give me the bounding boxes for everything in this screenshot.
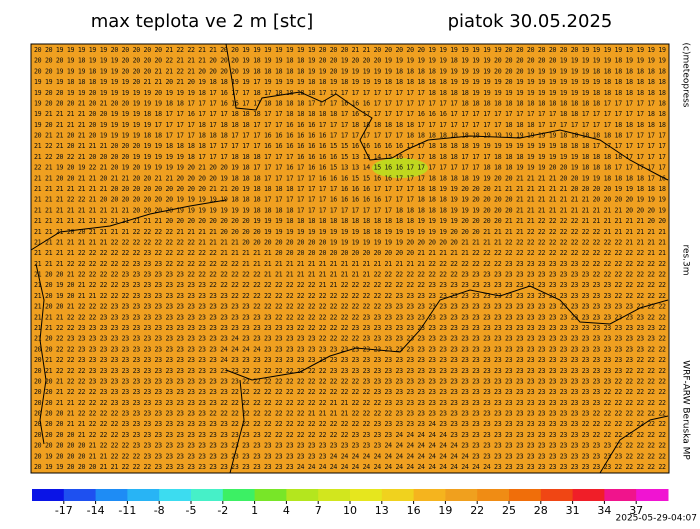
colorbar-segment: [540, 489, 574, 501]
borders: [30, 43, 669, 474]
colorbar-tick-label: -11: [118, 504, 136, 517]
value-row: 21 21 21 21 22 22 22 22 22 22 23 22 22 2…: [34, 249, 666, 257]
colorbar-tick-label: 19: [438, 504, 452, 517]
border-line: [225, 285, 669, 381]
colorbar-tick-label: 25: [502, 504, 516, 517]
value-row: 20 20 20 21 21 22 22 22 23 23 23 23 23 2…: [34, 420, 666, 428]
colorbar-segment: [350, 489, 383, 501]
value-row: 21 22 21 20 21 21 21 20 20 20 19 19 18 1…: [34, 142, 666, 150]
value-row: 20 20 19 19 19 18 19 19 20 20 20 21 21 2…: [34, 67, 666, 75]
value-row: 20 21 22 22 22 23 23 23 23 23 23 23 23 2…: [34, 367, 666, 375]
value-row: 19 19 19 18 18 18 19 19 19 20 21 21 20 2…: [34, 78, 666, 86]
colorbar-tick-label: 31: [566, 504, 580, 517]
colorbar-tick-label: 37: [629, 504, 643, 517]
value-row: 19 20 20 19 19 20 19 19 19 19 19 20 19 1…: [34, 89, 666, 97]
colorbar-segment: [254, 489, 287, 501]
colorbar-tick-label: -14: [87, 504, 105, 517]
colorbar-tick-label: 16: [407, 504, 421, 517]
value-row: 21 21 21 21 21 21 22 21 21 21 21 21 20 2…: [34, 217, 666, 225]
value-row: 21 21 21 20 20 21 21 21 21 22 22 22 22 2…: [34, 228, 666, 236]
value-row: 20 21 21 20 21 20 19 19 19 19 18 18 17 1…: [34, 132, 666, 140]
value-row: 21 21 21 21 21 21 21 22 22 22 22 22 22 2…: [34, 238, 666, 246]
value-row: 22 21 19 20 19 22 21 20 19 20 19 19 19 1…: [34, 164, 666, 172]
value-row: 21 20 19 20 21 22 22 22 23 23 23 23 23 2…: [34, 281, 666, 289]
value-row: 21 21 21 21 21 21 21 21 21 20 20 20 20 1…: [34, 206, 666, 214]
value-row: 20 20 20 19 18 19 19 19 20 20 20 20 22 2…: [34, 57, 666, 65]
value-row: 21 21 21 22 22 22 22 22 22 23 23 23 22 2…: [34, 260, 666, 268]
border-line: [35, 263, 47, 445]
value-grid: 20 20 19 19 19 19 19 20 20 20 20 20 21 2…: [34, 46, 666, 471]
colorbar-segment: [604, 489, 637, 501]
value-row: 20 19 20 20 20 21 21 22 22 22 23 23 23 2…: [34, 452, 666, 460]
value-row: 20 20 20 20 21 22 22 22 23 23 23 23 23 2…: [34, 431, 666, 439]
colorbar-tick-label: 4: [283, 504, 290, 517]
resolution: res.3m: [681, 244, 691, 275]
value-row: 19 21 21 21 21 20 20 19 19 19 18 18 17 1…: [34, 110, 666, 118]
colorbar-tick-label: 13: [375, 504, 389, 517]
colorbar-tick-label: 22: [470, 504, 484, 517]
colorbar-segment: [159, 489, 192, 501]
value-row: 20 20 21 22 22 22 23 23 23 23 23 23 23 2…: [34, 388, 666, 396]
copyright: (c)meteopress: [681, 43, 691, 108]
value-row: 20 20 21 22 22 23 23 23 23 23 23 23 23 2…: [34, 377, 666, 385]
model-label: WRF-ARW Beruska MP: [681, 360, 691, 460]
border-line: [599, 415, 669, 474]
colorbar-segment: [63, 489, 97, 501]
colorbar-tick-label: -5: [186, 504, 197, 517]
date: piatok 30.05.2025: [448, 11, 613, 32]
value-row: 21 20 22 23 23 23 23 23 23 23 23 23 23 2…: [34, 335, 666, 343]
title: max teplota ve 2 m [stc]: [91, 11, 314, 32]
colorbar-segment: [318, 489, 351, 501]
value-row: 20 20 20 21 22 22 22 22 23 23 23 23 23 2…: [34, 410, 666, 418]
value-row: 21 20 20 21 22 22 22 23 23 23 23 23 23 2…: [34, 303, 666, 311]
cool-spot: [372, 158, 428, 178]
colorbar-segment: [381, 489, 415, 501]
value-row: 20 19 19 20 20 20 21 21 22 22 22 23 23 2…: [34, 463, 666, 471]
colorbar-segment: [127, 489, 160, 501]
colorbar-tick-label: 7: [315, 504, 322, 517]
value-row: 20 20 21 21 22 22 22 23 23 23 23 23 23 2…: [34, 399, 666, 407]
value-row: 21 21 21 21 21 21 21 20 20 20 20 20 20 2…: [34, 185, 666, 193]
value-row: 21 22 20 22 21 20 20 20 20 19 19 19 19 1…: [34, 153, 666, 161]
border-line: [225, 43, 669, 181]
colorbar-segment: [636, 489, 669, 501]
colorbar-tick-label: 10: [343, 504, 357, 517]
value-row: 21 21 21 22 22 22 23 23 23 23 23 23 23 2…: [34, 313, 666, 321]
colorbar-segment: [95, 489, 128, 501]
value-row: 21 20 19 20 21 21 22 22 22 23 23 23 23 2…: [34, 292, 666, 300]
colorbar: -17 -14 -11 -8 -5 -2 1 4 7 10 13 16 19 22 25 28 31 34 37: [32, 489, 669, 517]
map-area: [30, 43, 670, 474]
value-row: 20 21 22 22 23 23 23 23 23 23 23 23 23 2…: [34, 356, 666, 364]
border-line: [229, 379, 245, 474]
colorbar-segment: [413, 489, 446, 501]
colorbar-segment: [572, 489, 605, 501]
colorbar-segment: [445, 489, 478, 501]
colorbar-segment: [32, 489, 65, 501]
value-row: 21 20 20 21 22 22 22 22 23 23 23 23 23 2…: [34, 271, 666, 279]
colorbar-tick-label: -17: [55, 504, 73, 517]
colorbar-tick-label: 28: [534, 504, 548, 517]
colorbar-segment: [222, 489, 256, 501]
value-row: 21 21 20 20 21 21 20 21 21 20 20 21 21 2…: [34, 174, 666, 182]
value-row: 20 20 20 20 20 21 22 22 22 23 23 23 23 2…: [34, 442, 666, 450]
border-line: [30, 199, 227, 251]
value-row: 20 20 19 19 19 19 19 20 20 20 20 20 21 2…: [34, 46, 666, 54]
colorbar-segment: [509, 489, 542, 501]
colorbar-segment: [286, 489, 319, 501]
colorbar-tick-label: 1: [251, 504, 258, 517]
colorbar-segment: [191, 489, 224, 501]
colorbar-tick-label: -2: [217, 504, 228, 517]
timestamp: 2025-05-29-04:07: [616, 514, 698, 524]
colorbar-segment: [477, 489, 510, 501]
value-row: 19 20 21 21 21 20 19 19 19 19 19 17 17 1…: [34, 121, 666, 129]
value-row: 21 21 21 22 22 21 20 20 20 20 20 20 20 1…: [34, 196, 666, 204]
colorbar-tick-label: 34: [597, 504, 611, 517]
colorbar-tick-label: -8: [154, 504, 165, 517]
value-row: 21 21 22 22 23 23 23 23 23 23 23 23 23 2…: [34, 324, 666, 332]
